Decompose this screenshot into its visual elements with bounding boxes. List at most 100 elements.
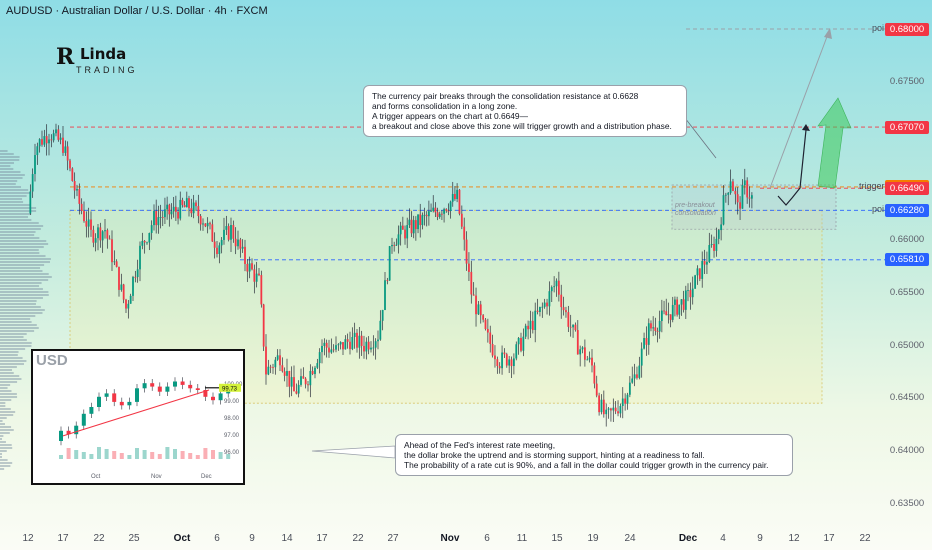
inset-candle-body xyxy=(74,425,79,435)
candle-body xyxy=(638,365,641,378)
candle-body xyxy=(328,347,330,353)
inset-volume-bar xyxy=(104,449,109,459)
inset-volume-bar xyxy=(74,450,79,459)
logo-name: Linda xyxy=(80,45,127,63)
candle-body xyxy=(192,202,195,214)
volume-profile-bar xyxy=(0,201,24,203)
candle-body xyxy=(529,320,532,330)
volume-profile-bar xyxy=(0,207,37,209)
volume-profile-bar xyxy=(0,294,49,296)
volume-profile-bar xyxy=(0,450,7,452)
volume-profile-bar xyxy=(0,330,35,332)
inset-candle-body xyxy=(81,413,86,426)
projection-path xyxy=(777,129,807,206)
volume-profile-bar xyxy=(0,438,2,440)
volume-profile-bar xyxy=(0,348,26,350)
inset-volume-bar xyxy=(66,448,71,459)
candle-body xyxy=(168,204,171,215)
candle-body xyxy=(687,290,689,291)
candle-body xyxy=(727,192,730,195)
candle-body xyxy=(447,210,450,212)
time-label: 9 xyxy=(249,533,255,544)
candle-body xyxy=(111,239,113,263)
candle-body xyxy=(741,184,744,209)
volume-profile-bar xyxy=(0,366,17,368)
note-top[interactable]: The currency pair breaks through the con… xyxy=(363,85,687,137)
volume-profile-bar xyxy=(0,276,52,278)
candle-body xyxy=(539,306,541,312)
volume-profile-bar xyxy=(0,300,37,302)
inset-volume-bar xyxy=(89,454,94,459)
volume-profile-bar xyxy=(0,399,12,401)
inset-candle-body xyxy=(104,393,109,397)
time-label: 22 xyxy=(93,533,105,544)
candle-body xyxy=(302,376,305,379)
candle-body xyxy=(463,226,466,240)
candle-body xyxy=(293,377,295,392)
time-label: 25 xyxy=(128,533,140,544)
candle-body xyxy=(337,344,340,346)
candle-body xyxy=(427,211,430,217)
candle-body xyxy=(550,287,553,292)
candle-body xyxy=(674,299,676,305)
candle-body xyxy=(391,244,393,247)
price-label: 0.65000 xyxy=(889,339,925,351)
candle-body xyxy=(720,224,723,231)
inset-candle-body xyxy=(218,393,223,401)
candle-body xyxy=(515,344,518,359)
candle-body xyxy=(253,269,256,282)
candle-body xyxy=(636,374,638,378)
inset-volume-bar xyxy=(203,448,208,459)
candle-body xyxy=(239,239,242,249)
time-label: 19 xyxy=(587,533,599,544)
candle-body xyxy=(330,349,333,353)
candle-body xyxy=(667,314,670,316)
candle-body xyxy=(31,174,34,192)
candle-body xyxy=(517,337,520,345)
candle-body xyxy=(134,276,137,278)
candle-body xyxy=(508,359,511,366)
candle-body xyxy=(101,231,104,241)
candle-body xyxy=(541,306,544,308)
volume-profile-bar xyxy=(0,165,11,167)
time-label: 12 xyxy=(22,533,34,544)
note-bottom[interactable]: Ahead of the Fed's interest rate meeting… xyxy=(395,434,793,476)
volume-profile-bar xyxy=(0,228,41,230)
candle-body xyxy=(701,261,704,279)
usd-inset-chart[interactable]: USD 100.0099.0098.0097.0096.0099.73OctNo… xyxy=(31,349,245,485)
inset-candle-body xyxy=(142,383,147,389)
time-label: Nov xyxy=(440,533,460,544)
candle-body xyxy=(555,280,558,287)
candle-body xyxy=(265,346,267,375)
volume-profile-bar xyxy=(0,150,8,152)
candle-body xyxy=(713,243,715,251)
candle-body xyxy=(715,238,718,251)
candle-body xyxy=(656,330,659,332)
candle-body xyxy=(472,294,475,296)
candle-body xyxy=(477,304,480,315)
candle-body xyxy=(562,307,565,311)
volume-profile-bar xyxy=(0,378,22,380)
candle-body xyxy=(286,370,288,376)
candle-body xyxy=(436,212,439,217)
candle-body xyxy=(66,146,69,161)
candle-body xyxy=(323,342,326,346)
candle-body xyxy=(449,201,452,211)
time-label: 14 xyxy=(281,533,293,544)
candle-body xyxy=(220,239,223,246)
volume-profile-bar xyxy=(0,171,21,173)
volume-profile-bar xyxy=(0,321,32,323)
inset-last-badge xyxy=(219,383,241,392)
candle-body xyxy=(62,137,64,153)
projection-arrowhead xyxy=(802,124,810,131)
price-label: 0.66000 xyxy=(889,234,925,246)
candle-body xyxy=(211,224,214,242)
candle-body xyxy=(113,261,116,263)
candle-body xyxy=(209,222,211,225)
candle-body xyxy=(279,355,281,366)
candle-body xyxy=(143,240,146,243)
candle-body xyxy=(316,363,319,368)
level-name: trigger xyxy=(859,180,885,191)
inset-volume-bar xyxy=(135,448,139,459)
candle-body xyxy=(647,323,650,345)
